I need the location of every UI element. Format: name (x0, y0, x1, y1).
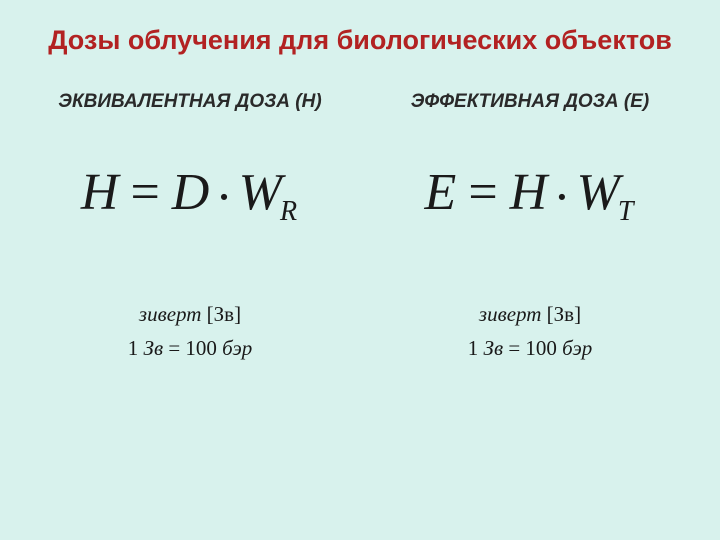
formula-rhs1: D (172, 164, 212, 221)
conv-rhs-num: 100 (525, 336, 557, 360)
left-subtitle: ЭКВИВАЛЕНТНАЯ ДОЗА (Н) (30, 91, 350, 113)
formula-rhs2: W (239, 164, 284, 221)
formula-lhs: H (81, 164, 121, 221)
dot-operator: · (553, 169, 572, 226)
formula-lhs: E (425, 164, 459, 221)
right-formula: E=H·WT (370, 163, 690, 228)
formula-rhs1: H (510, 164, 550, 221)
conv-lhs-unit: Зв (144, 336, 164, 360)
conv-lhs-num: 1 (128, 336, 139, 360)
left-units: зиверт [Зв] 1 Зв = 100 бэр (30, 298, 350, 365)
conv-eq: = (168, 336, 180, 360)
right-column: ЭФФЕКТИВНАЯ ДОЗА (Е) E=H·WT зиверт [Зв] … (370, 91, 690, 366)
conv-lhs-num: 1 (468, 336, 479, 360)
left-formula: H=D·WR (30, 163, 350, 228)
equals-sign: = (130, 164, 161, 221)
formula-subscript: T (618, 196, 636, 227)
conv-rhs-num: 100 (185, 336, 217, 360)
conv-rhs-unit: бэр (222, 336, 252, 360)
right-units: зиверт [Зв] 1 Зв = 100 бэр (370, 298, 690, 365)
columns: ЭКВИВАЛЕНТНАЯ ДОЗА (Н) H=D·WR зиверт [Зв… (30, 91, 690, 366)
unit-line: зиверт [Зв] (30, 298, 350, 332)
unit-symbol: [Зв] (207, 302, 241, 326)
conv-rhs-unit: бэр (562, 336, 592, 360)
slide-title: Дозы облучения для биологических объекто… (30, 25, 690, 56)
left-column: ЭКВИВАЛЕНТНАЯ ДОЗА (Н) H=D·WR зиверт [Зв… (30, 91, 350, 366)
formula-subscript: R (280, 196, 299, 227)
unit-name: зиверт (479, 302, 542, 326)
unit-name: зиверт (139, 302, 202, 326)
equals-sign: = (468, 164, 499, 221)
unit-symbol: [Зв] (547, 302, 581, 326)
conversion-line: 1 Зв = 100 бэр (370, 332, 690, 366)
right-subtitle: ЭФФЕКТИВНАЯ ДОЗА (Е) (370, 91, 690, 113)
conv-lhs-unit: Зв (484, 336, 504, 360)
conv-eq: = (508, 336, 520, 360)
dot-operator: · (215, 169, 234, 226)
conversion-line: 1 Зв = 100 бэр (30, 332, 350, 366)
unit-line: зиверт [Зв] (370, 298, 690, 332)
formula-rhs2: W (577, 164, 622, 221)
slide: Дозы облучения для биологических объекто… (0, 0, 720, 540)
